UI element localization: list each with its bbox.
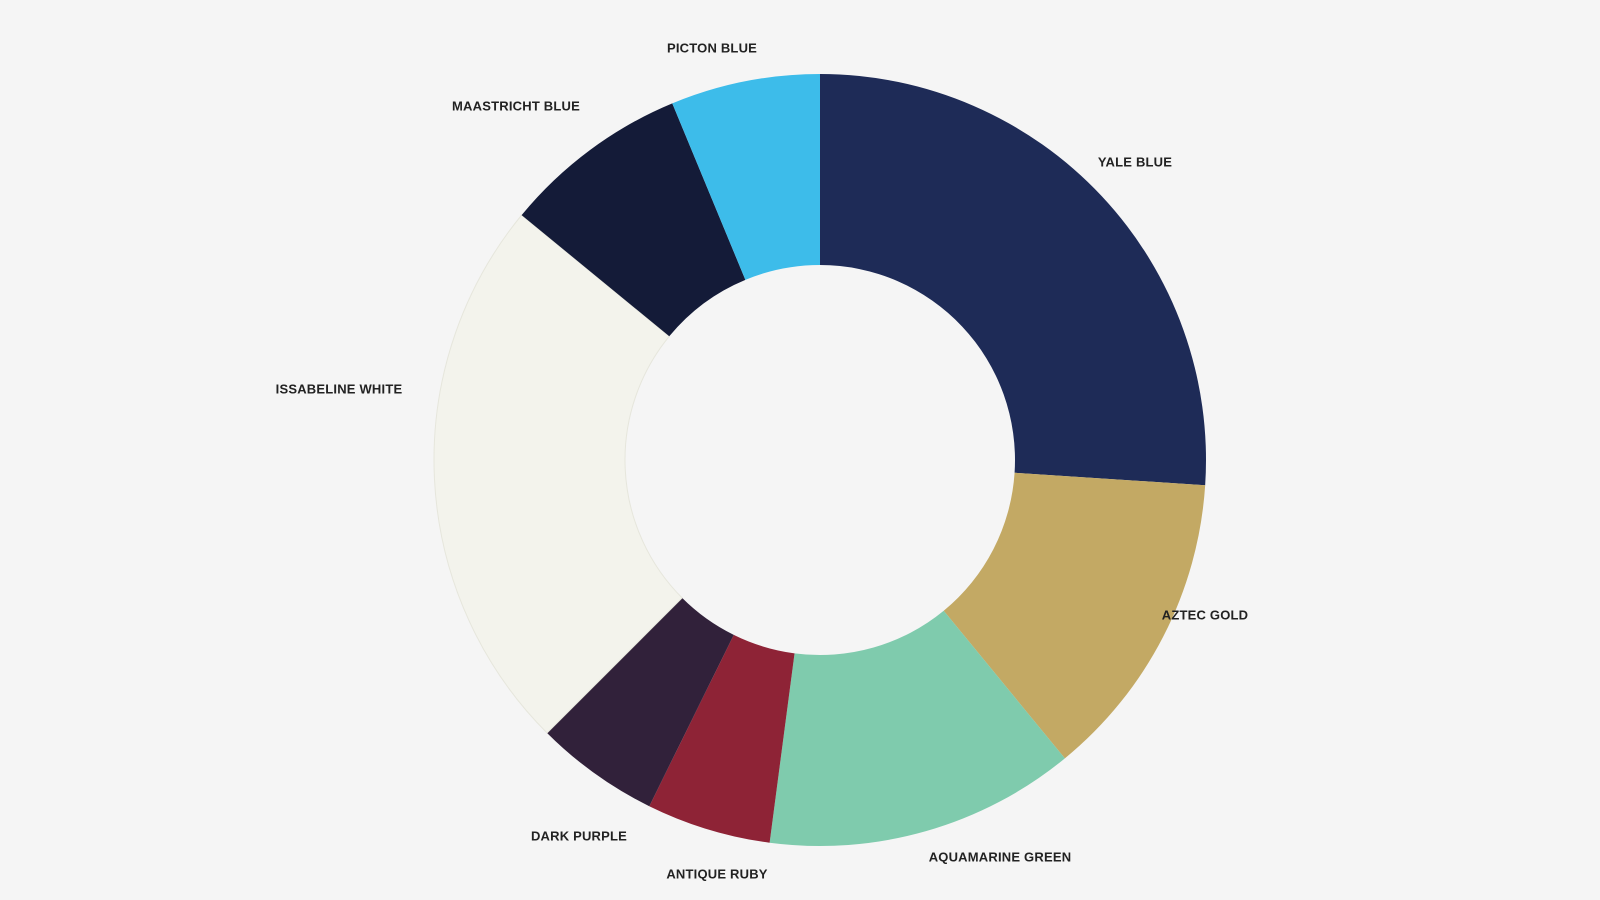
slice-yale-blue — [820, 74, 1206, 486]
slice-label-issabeline-white: ISSABELINE WHITE — [276, 381, 403, 396]
slice-aztec-gold — [943, 472, 1206, 759]
slices-layer — [433, 74, 1206, 846]
slice-label-picton-blue: PICTON BLUE — [667, 40, 757, 55]
slice-aquamarine-green — [769, 610, 1065, 846]
slice-label-aquamarine-green: AQUAMARINE GREEN — [929, 849, 1072, 864]
slice-antique-ruby — [649, 634, 795, 843]
slice-label-aztec-gold: AZTEC GOLD — [1162, 607, 1249, 622]
slice-label-antique-ruby: ANTIQUE RUBY — [666, 866, 767, 881]
slice-dark-purple — [547, 597, 734, 807]
slice-label-maastricht-blue: MAASTRICHT BLUE — [452, 98, 580, 113]
slice-maastricht-blue — [521, 103, 746, 337]
slice-issabeline-white — [433, 214, 683, 734]
labels-layer: YALE BLUE AZTEC GOLD AQUAMARINE GREEN ANTIQ… — [276, 40, 1249, 881]
slice-label-yale-blue: YALE BLUE — [1098, 154, 1172, 169]
slice-picton-blue — [672, 74, 820, 280]
slice-label-dark-purple: DARK PURPLE — [531, 828, 627, 843]
